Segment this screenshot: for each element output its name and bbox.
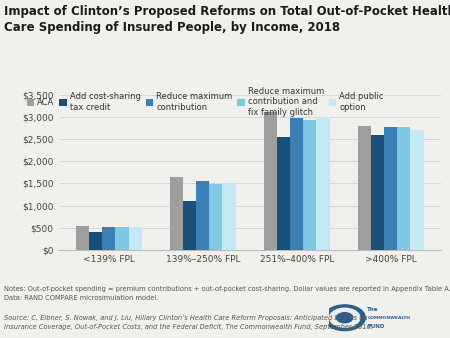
Text: Source: C. Eibner, S. Nowak, and J. Liu, Hillary Clinton’s Health Care Reform Pr: Source: C. Eibner, S. Nowak, and J. Liu,…	[4, 315, 368, 321]
Bar	[183, 201, 196, 250]
Bar	[129, 226, 142, 250]
Bar	[196, 181, 209, 250]
Bar	[290, 118, 303, 250]
Bar	[170, 177, 183, 250]
Bar	[371, 135, 384, 250]
Bar	[358, 126, 371, 250]
Circle shape	[324, 305, 365, 331]
Bar	[316, 117, 330, 250]
Bar	[89, 232, 102, 250]
Bar	[303, 120, 316, 250]
Bar	[76, 226, 89, 250]
Text: The: The	[367, 307, 379, 312]
Text: Notes: Out-of-pocket spending = premium contributions + out-of-pocket cost-shari: Notes: Out-of-pocket spending = premium …	[4, 286, 450, 292]
Bar	[397, 127, 410, 250]
Text: FUND: FUND	[367, 324, 385, 329]
Bar	[222, 184, 236, 250]
Text: Impact of Clinton’s Proposed Reforms on Total Out-of-Pocket Health
Care Spending: Impact of Clinton’s Proposed Reforms on …	[4, 5, 450, 34]
Bar	[410, 130, 423, 250]
Circle shape	[337, 313, 353, 323]
Bar	[209, 184, 222, 250]
Bar	[384, 127, 397, 250]
Circle shape	[329, 308, 360, 327]
Legend: ACA, Add cost-sharing
tax credit, Reduce maximum
contribution, Reduce maximum
co: ACA, Add cost-sharing tax credit, Reduce…	[27, 87, 384, 117]
Bar	[102, 226, 115, 250]
Bar	[277, 137, 290, 250]
Text: Insurance Coverage, Out-of-Pocket Costs, and the Federal Deficit, The Commonweal: Insurance Coverage, Out-of-Pocket Costs,…	[4, 324, 374, 330]
Text: Data: RAND COMPARE microsimulation model.: Data: RAND COMPARE microsimulation model…	[4, 295, 159, 301]
Text: COMMONWEALTH: COMMONWEALTH	[367, 316, 410, 320]
Bar	[115, 226, 129, 250]
Bar	[264, 113, 277, 250]
